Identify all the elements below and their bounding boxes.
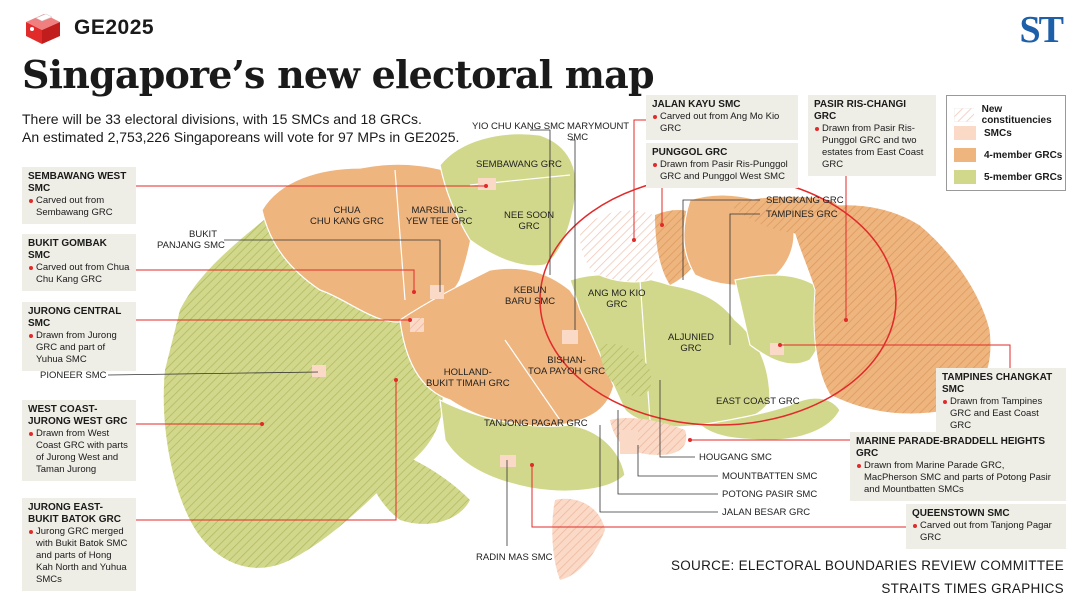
- subtitle-line-2: An estimated 2,753,226 Singaporeans will…: [22, 129, 460, 145]
- label-tampines: TAMPINES GRC: [766, 209, 838, 220]
- label-bukit-panjang: BUKIT PANJANG SMC: [157, 229, 225, 251]
- callout-jalan-kayu: JALAN KAYU SMC Carved out from Ang Mo Ki…: [646, 95, 798, 140]
- label-radin-mas: RADIN MAS SMC: [476, 552, 553, 563]
- smc-sembawang-west: [478, 178, 496, 190]
- callout-desc: Carved out from Tanjong Pagar GRC: [912, 520, 1060, 544]
- label-chua-chu-kang: CHUA CHU KANG GRC: [310, 205, 384, 227]
- subtitle: There will be 33 electoral divisions, wi…: [22, 110, 482, 146]
- callout-title: JURONG EAST- BUKIT BATOK GRC: [28, 502, 121, 525]
- black-leader-lines: [107, 129, 760, 546]
- callout-desc: Drawn from Tampines GRC and East Coast G…: [942, 396, 1060, 432]
- page-title: Singapore’s new electoral map: [22, 52, 655, 97]
- legend-item-grc4: 4-member GRCs: [954, 148, 1062, 162]
- callout-desc: Drawn from West Coast GRC with parts of …: [28, 428, 130, 476]
- label-yio-chu-kang: YIO CHU KANG SMC: [472, 121, 565, 132]
- source-line: SOURCE: ELECTORAL BOUNDARIES REVIEW COMM…: [670, 558, 1064, 573]
- legend-swatch-smc: [954, 126, 976, 140]
- callout-marine-parade: MARINE PARADE-BRADDELL HEIGHTS GRC Drawn…: [850, 432, 1066, 501]
- label-pioneer: PIONEER SMC: [40, 370, 107, 381]
- callout-desc: Carved out from Chua Chu Kang GRC: [28, 262, 130, 286]
- smc-pioneer: [312, 365, 326, 377]
- callout-west-coast: WEST COAST- JURONG WEST GRC Drawn from W…: [22, 400, 136, 481]
- callout-title: BUKIT GOMBAK SMC: [28, 238, 107, 261]
- region-jurong-island: [360, 440, 470, 524]
- label-mountbatten: MOUNTBATTEN SMC: [722, 471, 818, 482]
- smc-marymount: [562, 330, 578, 344]
- region-tanjong-pagar: [439, 398, 626, 492]
- callout-title: PASIR RIS-CHANGI GRC: [814, 99, 907, 122]
- label-ang-mo-kio: ANG MO KIO GRC: [588, 288, 646, 310]
- callout-tampines-changkat: TAMPINES CHANGKAT SMC Drawn from Tampine…: [936, 368, 1066, 437]
- callout-title: TAMPINES CHANGKAT SMC: [942, 372, 1053, 395]
- leader-dots: [260, 184, 848, 467]
- legend-item-smc: SMCs: [954, 126, 1012, 140]
- label-marymount: MARYMOUNT SMC: [567, 121, 630, 143]
- legend-item-new: New constituencies: [954, 104, 1065, 126]
- region-jalan-kayu: [579, 209, 661, 283]
- callout-desc: Carved out from Ang Mo Kio GRC: [652, 111, 792, 135]
- callout-jurong-central: JURONG CENTRAL SMC Drawn from Jurong GRC…: [22, 302, 136, 371]
- callout-desc: Drawn from Marine Parade GRC, MacPherson…: [856, 460, 1060, 496]
- region-chua-chu-kang-marsiling: [261, 163, 475, 323]
- label-sembawang: SEMBAWANG GRC: [476, 159, 562, 170]
- label-hougang: HOUGANG SMC: [699, 452, 772, 463]
- legend-label: SMCs: [984, 127, 1012, 139]
- callout-desc: Drawn from Jurong GRC and part of Yuhua …: [28, 330, 130, 366]
- subtitle-line-1: There will be 33 electoral divisions, wi…: [22, 111, 422, 127]
- region-pulau-ubin: [730, 196, 843, 235]
- callout-title: SEMBAWANG WEST SMC: [28, 171, 127, 194]
- legend-item-grc5: 5-member GRCs: [954, 170, 1062, 184]
- credit-line: STRAITS TIMES GRAPHICS: [881, 581, 1064, 596]
- smc-bukit-gombak: [430, 285, 444, 299]
- callout-title: JALAN KAYU SMC: [652, 99, 741, 110]
- ge-tag: GE2025: [22, 10, 154, 46]
- label-bishan: BISHAN- TOA PAYOH GRC: [528, 355, 606, 377]
- callout-title: PUNGGOL GRC: [652, 147, 728, 158]
- label-east-coast: EAST COAST GRC: [716, 396, 800, 407]
- callout-desc: Jurong GRC merged with Bukit Batok SMC a…: [28, 526, 130, 586]
- legend-swatch-grc4: [954, 148, 976, 162]
- ballot-box-icon: [26, 13, 60, 44]
- callout-jurong-east: JURONG EAST- BUKIT BATOK GRC Jurong GRC …: [22, 498, 136, 591]
- legend-swatch-grc5: [954, 170, 976, 184]
- callout-title: MARINE PARADE-BRADDELL HEIGHTS GRC: [856, 436, 1046, 459]
- callout-title: WEST COAST- JURONG WEST GRC: [28, 404, 128, 427]
- legend-label: 5-member GRCs: [984, 171, 1063, 183]
- callout-bukit-gombak: BUKIT GOMBAK SMC Carved out from Chua Ch…: [22, 234, 136, 291]
- label-tanjong-pagar: TANJONG PAGAR GRC: [484, 418, 588, 429]
- callout-pasir-ris: PASIR RIS-CHANGI GRC Drawn from Pasir Ri…: [808, 95, 936, 176]
- callout-desc: Drawn from Pasir Ris-Punggol GRC and two…: [814, 123, 930, 171]
- label-potong-pasir: POTONG PASIR SMC: [722, 489, 818, 500]
- legend-label: New constituencies: [981, 104, 1052, 126]
- label-nee-soon: NEE SOON GRC: [504, 210, 555, 232]
- callout-desc: Drawn from Pasir Ris-Punggol GRC and Pun…: [652, 159, 792, 183]
- label-aljunied: ALJUNIED GRC: [668, 332, 714, 354]
- region-hatched-green: [600, 343, 652, 397]
- legend-swatch-new: [954, 108, 974, 122]
- label-jalan-besar: JALAN BESAR GRC: [722, 507, 811, 518]
- callout-desc: Carved out from Sembawang GRC: [28, 195, 130, 219]
- smc-queenstown: [500, 455, 516, 467]
- callout-sembawang-west: SEMBAWANG WEST SMC Carved out from Semba…: [22, 167, 136, 224]
- tag-label: GE2025: [74, 16, 155, 39]
- label-marsiling: MARSILING- YEW TEE GRC: [406, 205, 473, 227]
- smc-jurong-central: [410, 318, 424, 332]
- map-legend: New constituencies SMCs 4-member GRCs 5-…: [946, 95, 1066, 191]
- label-holland: HOLLAND- BUKIT TIMAH GRC: [426, 367, 510, 389]
- label-sengkang: SENGKANG GRC: [766, 195, 844, 206]
- label-kebun-baru: KEBUN BARU SMC: [505, 285, 556, 307]
- leader-lines: [136, 119, 1011, 528]
- smc-hougang-mountbatten: [620, 430, 638, 454]
- callout-title: JURONG CENTRAL SMC: [28, 306, 122, 329]
- callout-punggol: PUNGGOL GRC Drawn from Pasir Ris-Punggol…: [646, 143, 798, 188]
- callout-queenstown: QUEENSTOWN SMC Carved out from Tanjong P…: [906, 504, 1066, 549]
- st-logo: ST: [1019, 9, 1065, 51]
- callout-title: QUEENSTOWN SMC: [912, 508, 1010, 519]
- region-sentosa: [552, 498, 605, 580]
- legend-label: 4-member GRCs: [984, 149, 1063, 161]
